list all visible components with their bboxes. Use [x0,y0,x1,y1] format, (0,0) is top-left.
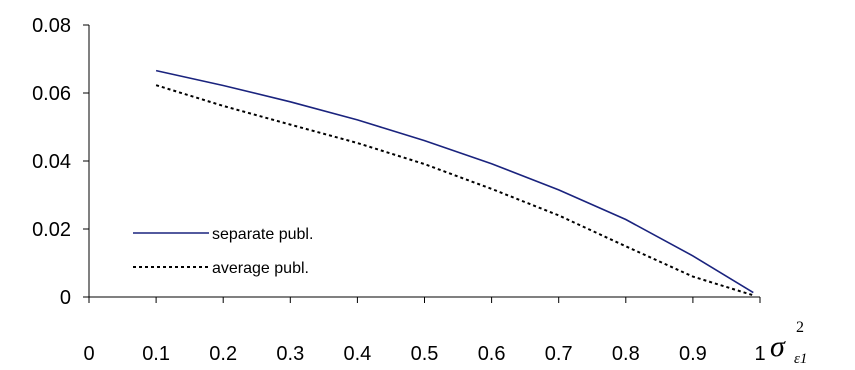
series-line [155,84,754,297]
x-axis-label-subscript: ε1 [794,351,807,367]
y-tick-label: 0.02 [32,219,71,241]
series-layer [155,69,754,297]
x-tick-label: 0.3 [276,343,304,365]
axes: 0 0.02 0.04 0.06 0.08 0 0.1 0.2 0.3 0.4 0.5 0.6 0.7 0… [32,15,766,365]
y-tick-label: 0.08 [32,15,71,37]
x-tick-label: 0.1 [142,343,170,365]
legend: separate publ. average publ. [133,226,313,277]
y-tick-label: 0.04 [32,151,71,173]
x-tick-label: 0.9 [679,343,707,365]
x-tick-label: 0.2 [209,343,237,365]
x-tick-label: 0 [83,343,94,365]
series-line [155,69,754,294]
x-tick-label: 0.5 [411,343,439,365]
x-axis-label-symbol: σ [770,330,786,363]
x-axis-label: σ 2 ε1 [770,319,807,367]
x-tick-label: 0.6 [478,343,506,365]
y-tick-label: 0.06 [32,83,71,105]
x-tick-label: 0.8 [612,343,640,365]
x-tick-label: 0.7 [545,343,573,365]
legend-label: average publ. [212,260,309,277]
x-axis-label-superscript: 2 [796,319,804,336]
x-tick-label: 1 [754,343,765,365]
y-tick-label: 0 [60,287,71,309]
x-tick-label: 0.4 [343,343,371,365]
legend-label: separate publ. [212,226,313,243]
